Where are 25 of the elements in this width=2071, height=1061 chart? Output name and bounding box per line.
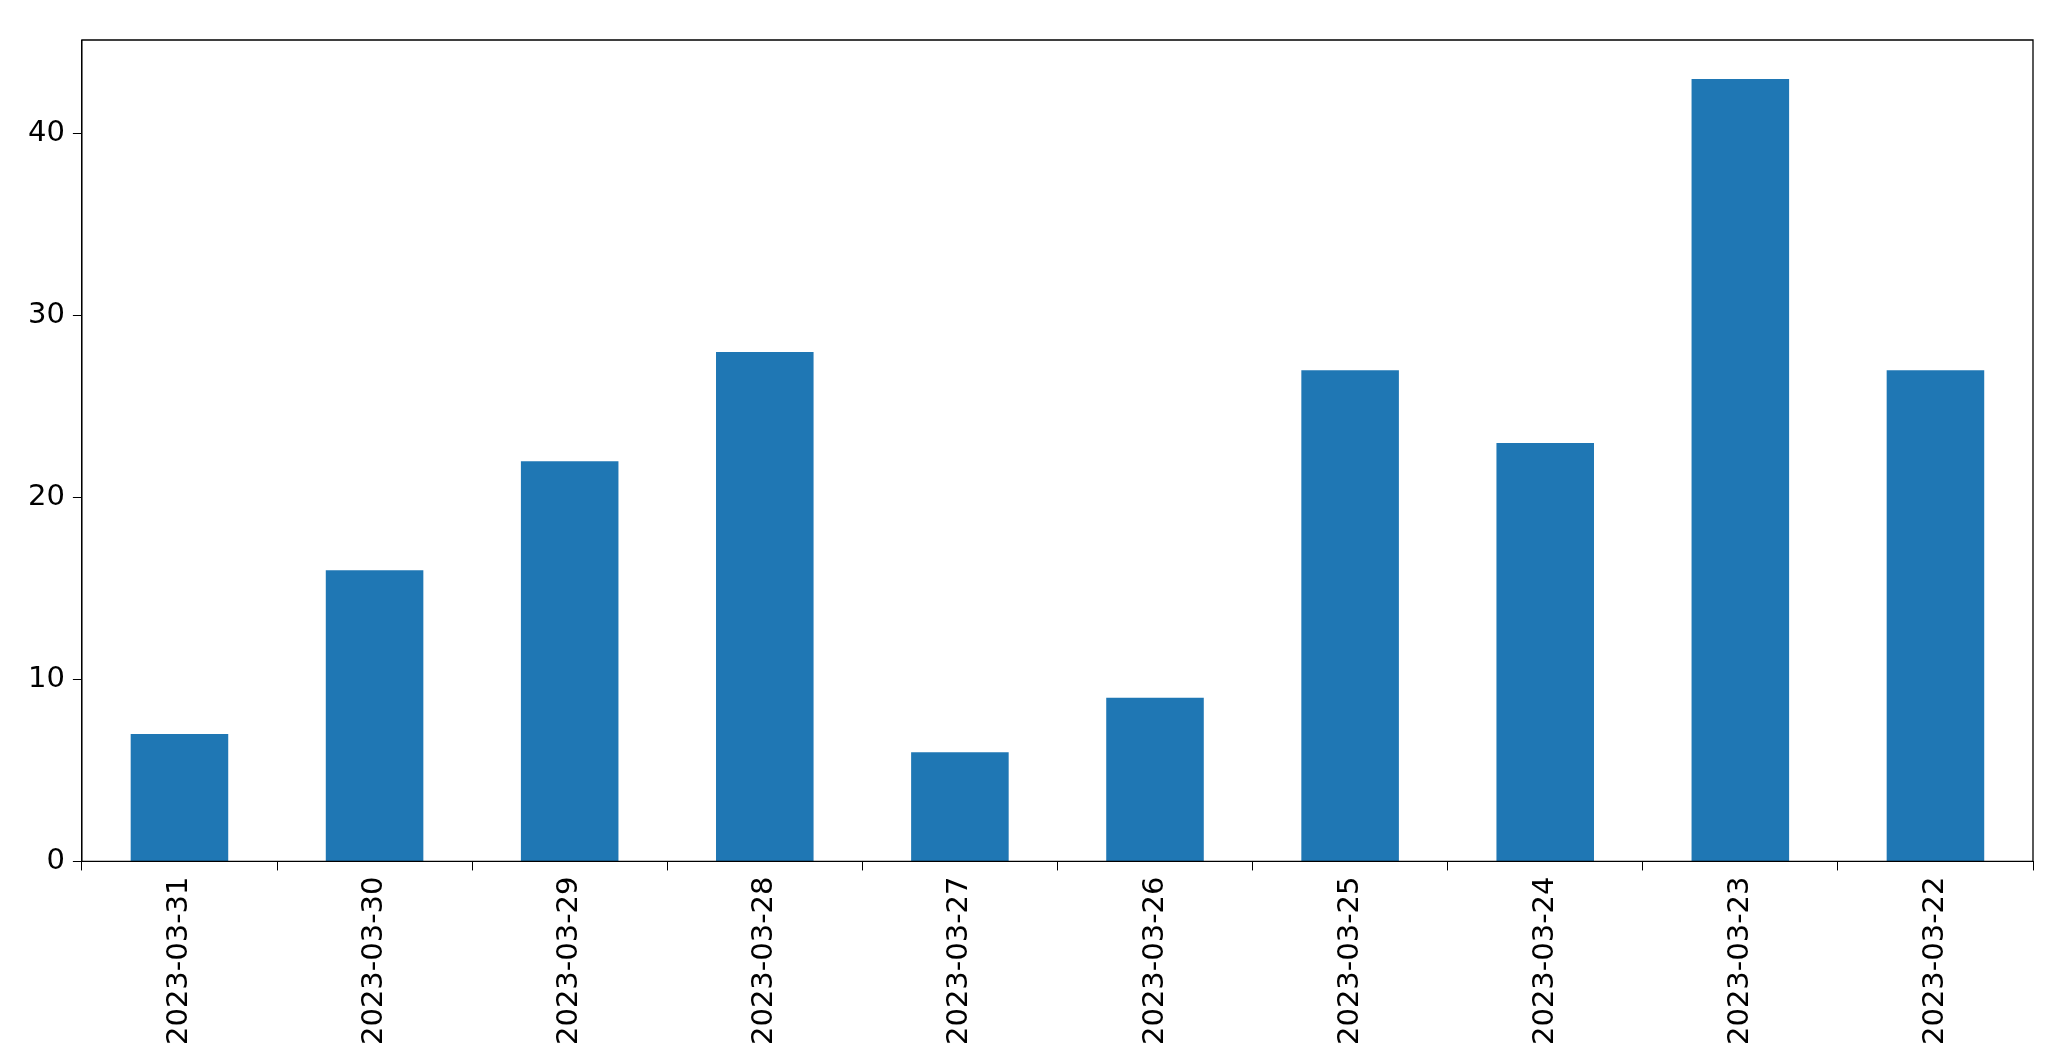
bar	[130, 734, 229, 861]
y-tick-label: 30	[28, 296, 65, 331]
bar	[911, 752, 1009, 861]
x-tick-label: 2023-03-22	[1915, 876, 1950, 1046]
bar	[520, 461, 619, 861]
x-tick-label: 2023-03-24	[1525, 876, 1560, 1046]
x-tick-label: 2023-03-25	[1330, 876, 1365, 1046]
x-tick-label: 2023-03-30	[355, 876, 390, 1046]
bar	[325, 570, 424, 861]
x-tick-label: 2023-03-23	[1720, 876, 1755, 1046]
y-tick-label: 40	[28, 114, 65, 149]
x-tick-label: 2023-03-28	[745, 876, 780, 1046]
x-tick-label: 2023-03-26	[1135, 876, 1170, 1046]
x-tick-label: 2023-03-27	[940, 876, 975, 1046]
x-tick-label: 2023-03-31	[159, 876, 194, 1046]
bar	[1691, 79, 1790, 861]
bar	[1886, 370, 1985, 861]
bar	[1106, 697, 1204, 861]
y-tick-label: 0	[46, 842, 65, 876]
y-tick-label: 10	[28, 660, 65, 695]
bar	[1301, 370, 1399, 861]
x-tick-label: 2023-03-29	[550, 876, 585, 1046]
bar	[716, 352, 814, 861]
bar	[1496, 443, 1594, 861]
y-tick-label: 20	[28, 478, 65, 513]
